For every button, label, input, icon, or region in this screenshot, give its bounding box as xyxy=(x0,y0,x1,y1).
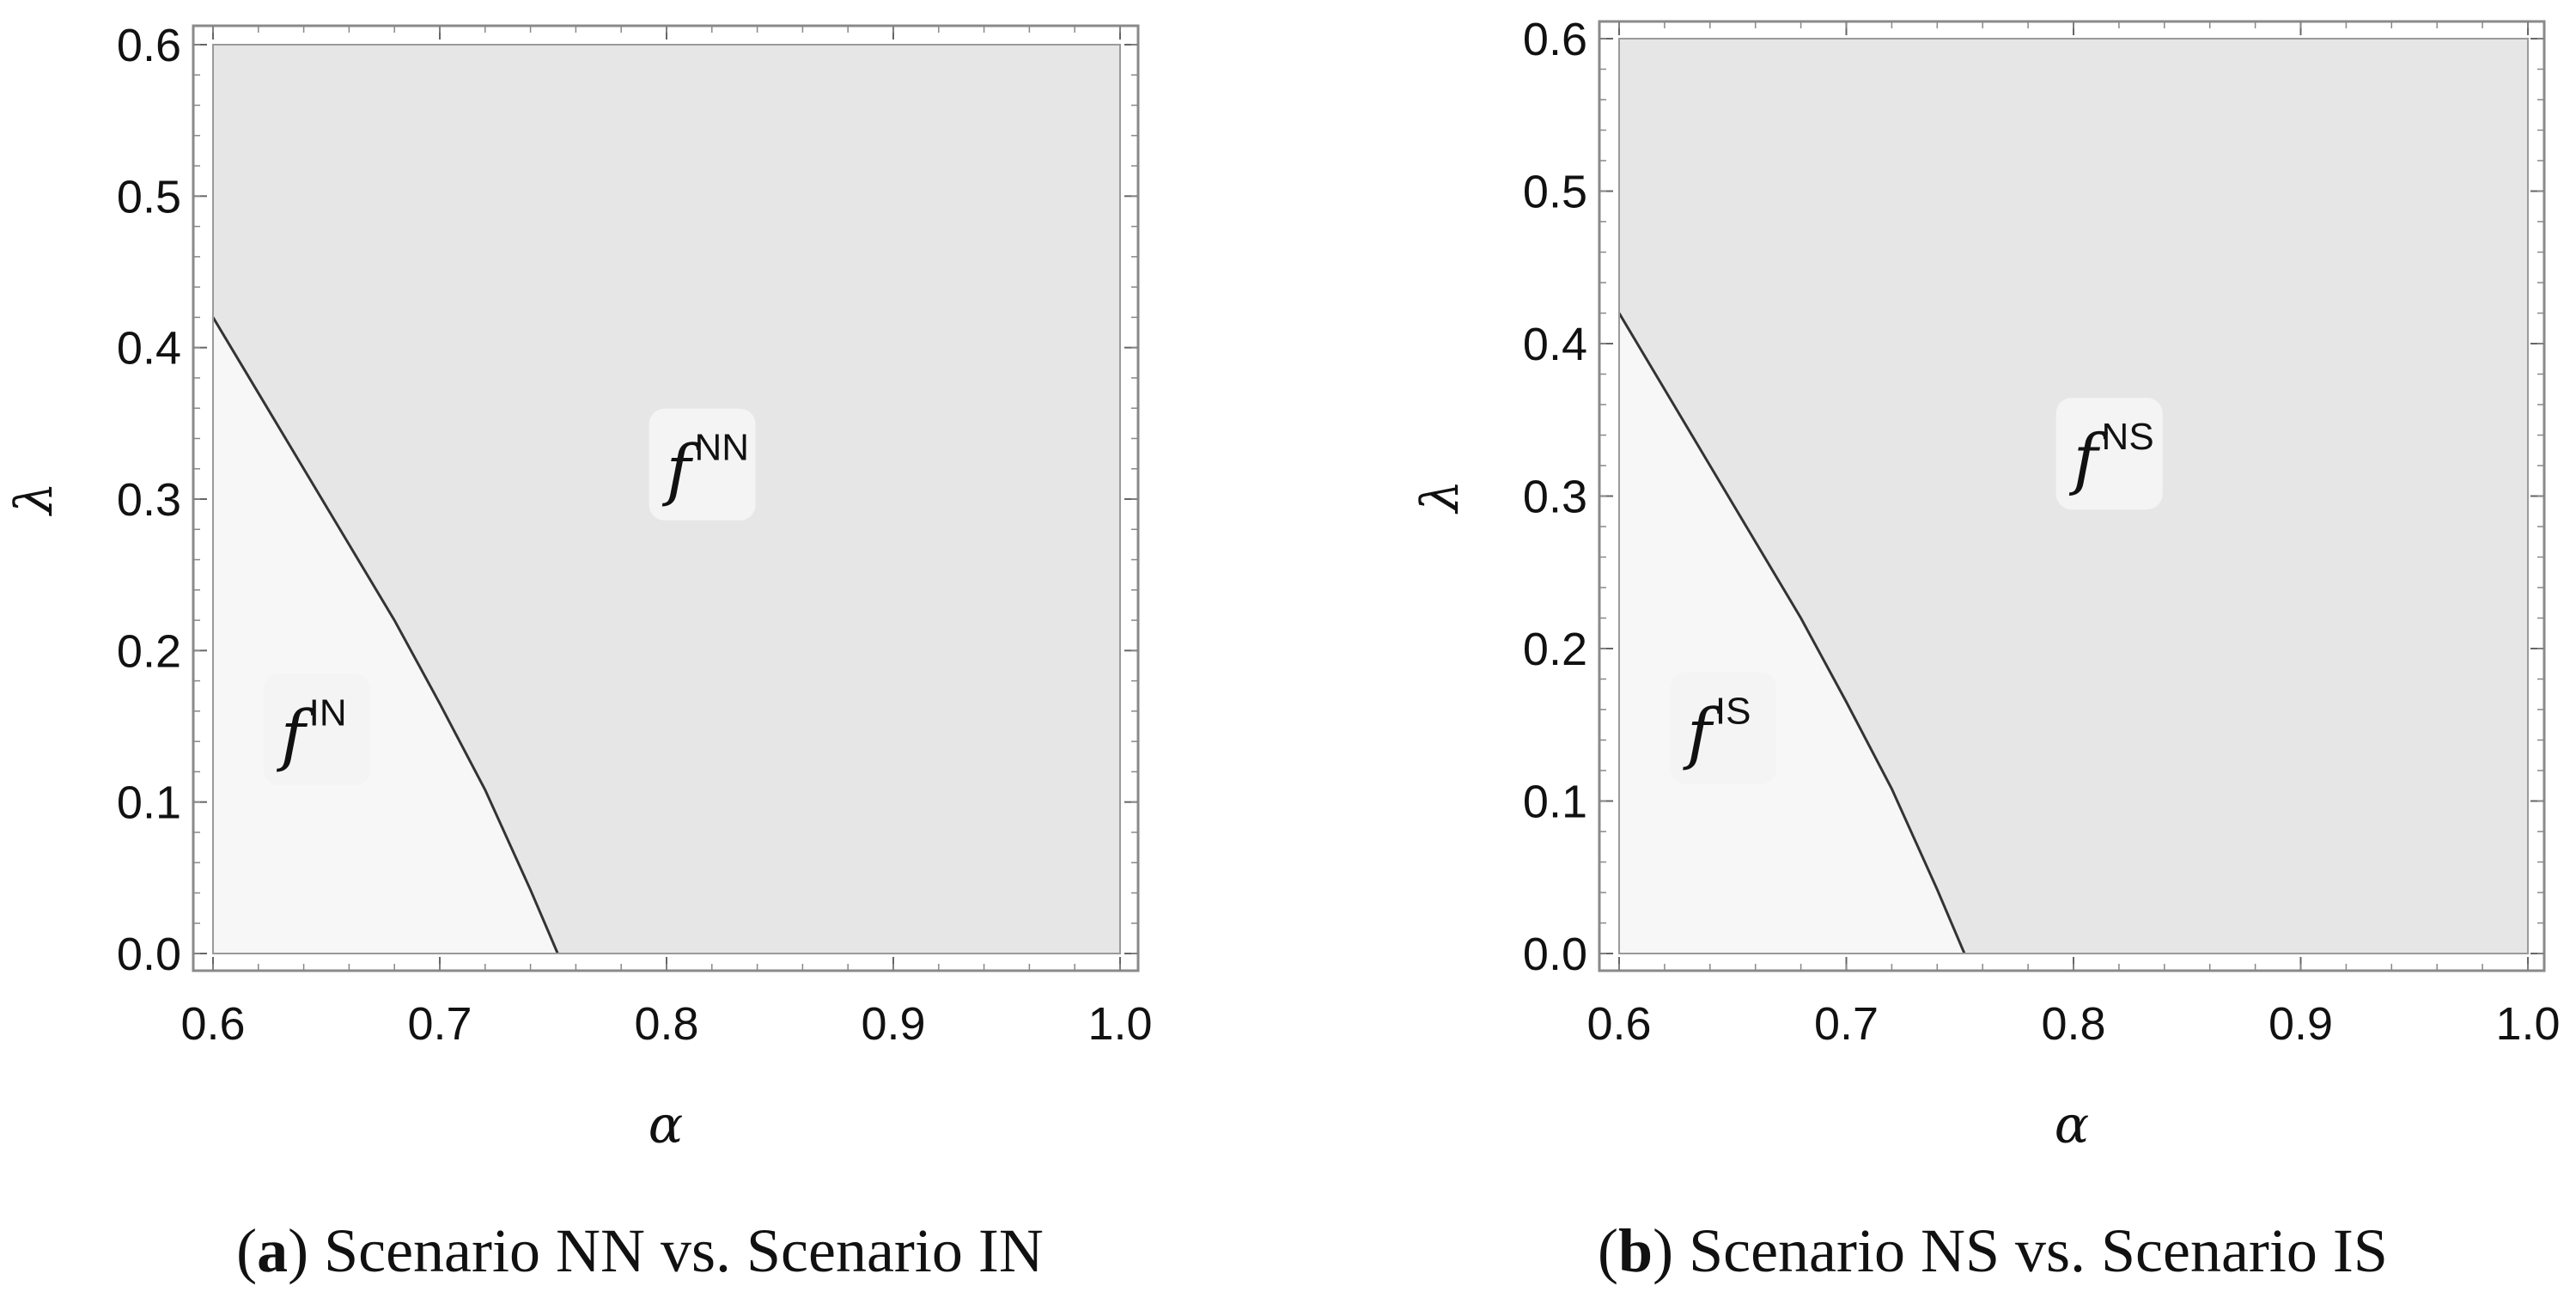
panel-caption: (a) Scenario NN vs. Scenario IN xyxy=(236,1216,1044,1285)
x-tick-label: 0.6 xyxy=(1586,998,1651,1050)
plot-area-border xyxy=(212,44,1121,954)
caption-text: Scenario NS vs. Scenario IS xyxy=(1689,1216,2388,1285)
panel-a: 0.6 0.7 0.8 0.9 1.0 0.0 0.1 0.2 0.3 0.4 0.5 0.6 α λ fN… xyxy=(4,20,1153,1285)
y-tick-label: 0.6 xyxy=(1523,14,1587,65)
y-axis-label: λ xyxy=(1410,479,1471,514)
y-tick-label: 0.5 xyxy=(117,171,181,222)
x-tick-label: 0.7 xyxy=(1814,998,1879,1050)
boundary-curve xyxy=(211,316,559,954)
x-tick-label: 1.0 xyxy=(1087,998,1152,1050)
caption-paren-close: ) xyxy=(1653,1216,1689,1285)
region-label: fNN xyxy=(662,427,749,509)
y-axis-label: λ xyxy=(4,482,64,516)
x-tick-label: 0.9 xyxy=(861,998,925,1050)
y-tick-label: 0.3 xyxy=(117,474,181,526)
region-label-box xyxy=(649,408,756,521)
y-tick-label: 0.1 xyxy=(117,777,181,829)
y-tick-label: 0.0 xyxy=(1523,929,1587,980)
x-axis-label: α xyxy=(2055,1095,2090,1155)
y-tick-label: 0.2 xyxy=(117,625,181,677)
y-tick-label: 0.5 xyxy=(1523,167,1587,218)
y-tick-label: 0.6 xyxy=(117,20,181,71)
caption-paren-open: ( xyxy=(236,1216,257,1285)
region-label-box xyxy=(263,673,370,786)
region-lower xyxy=(213,317,558,954)
boundary-curve xyxy=(1617,312,1966,954)
caption-text: Scenario NN vs. Scenario IN xyxy=(324,1216,1044,1285)
x-tick-label: 0.6 xyxy=(180,998,245,1050)
y-tick-label: 0.1 xyxy=(1523,777,1587,828)
region-label-box xyxy=(2055,398,2163,510)
region-lower xyxy=(1619,313,1965,954)
y-tick-label: 0.0 xyxy=(117,929,181,980)
x-axis-label: α xyxy=(649,1095,684,1155)
panel-caption: (b) Scenario NS vs. Scenario IS xyxy=(1598,1216,2388,1285)
y-tick-label: 0.4 xyxy=(117,323,181,375)
region-label-sup: IN xyxy=(309,692,347,734)
x-tick-label: 1.0 xyxy=(2495,998,2560,1050)
caption-paren-close: ) xyxy=(288,1216,324,1285)
x-tick-label: 0.7 xyxy=(407,998,472,1050)
y-tick-label: 0.4 xyxy=(1523,319,1587,370)
caption-paren-open: ( xyxy=(1598,1216,1618,1285)
region-label-sup: NS xyxy=(2102,416,2154,458)
region-label-sup: NN xyxy=(694,427,749,469)
caption-letter: a xyxy=(257,1216,288,1285)
x-tick-label: 0.9 xyxy=(2268,998,2333,1050)
x-tick-label: 0.8 xyxy=(2041,998,2105,1050)
caption-letter: b xyxy=(1618,1216,1653,1285)
panel-b: 0.6 0.7 0.8 0.9 1.0 0.0 0.1 0.2 0.3 0.4 0.5 0.6 α λ fN… xyxy=(1410,14,2561,1285)
x-tick-label: 0.8 xyxy=(634,998,698,1050)
y-tick-label: 0.3 xyxy=(1523,472,1587,523)
region-label-box xyxy=(1670,672,1777,784)
plot-area-border xyxy=(1618,38,2529,954)
y-tick-label: 0.2 xyxy=(1523,624,1587,675)
region-label: fNS xyxy=(2069,416,2154,498)
region-label-sup: IS xyxy=(1715,691,1751,733)
